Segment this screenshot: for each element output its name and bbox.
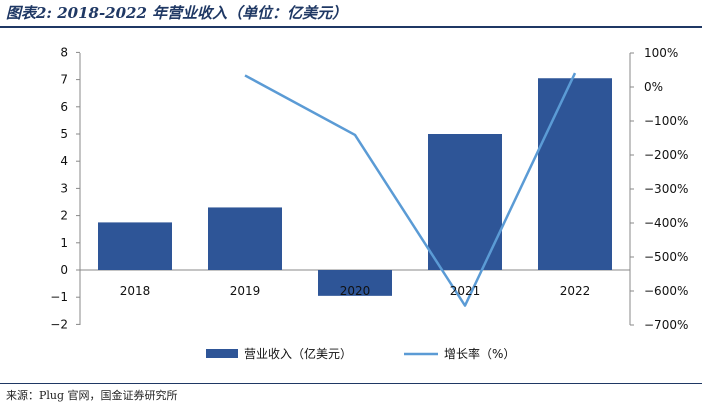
legend-bar-label: 营业收入（亿美元） xyxy=(244,346,352,361)
left-tick-label: 7 xyxy=(60,73,68,87)
bar-2021 xyxy=(428,134,502,270)
left-tick-label: 4 xyxy=(60,154,68,168)
bar-2018 xyxy=(98,222,172,270)
category-label: 2019 xyxy=(230,284,261,298)
right-tick-label: −200% xyxy=(644,148,688,162)
left-tick-label: −1 xyxy=(50,290,68,304)
legend-line-label: 增长率（%） xyxy=(444,346,515,361)
left-tick-label: 3 xyxy=(60,181,68,195)
right-tick-label: −600% xyxy=(644,284,688,298)
right-tick-label: −400% xyxy=(644,216,688,230)
left-tick-label: 5 xyxy=(60,127,68,141)
left-tick-label: −2 xyxy=(50,317,68,331)
bottom-rule xyxy=(0,383,702,384)
growth-line-series xyxy=(244,72,577,307)
category-label: 2020 xyxy=(340,284,371,298)
right-tick-label: −300% xyxy=(644,182,688,196)
left-tick-label: 0 xyxy=(60,263,68,277)
right-tick-label: 100% xyxy=(644,46,678,60)
bar-2020 xyxy=(318,270,392,296)
right-tick-label: −700% xyxy=(644,318,688,332)
bar-2019 xyxy=(208,207,282,270)
bar-series xyxy=(98,78,612,296)
source-note: 来源：Plug 官网，国金证券研究所 xyxy=(6,389,178,402)
right-tick-label: −100% xyxy=(644,114,688,128)
legend: 营业收入（亿美元） 增长率（%） xyxy=(206,346,515,361)
growth-line xyxy=(244,72,577,307)
category-label: 2018 xyxy=(120,284,151,298)
left-tick-label: 2 xyxy=(60,209,68,223)
bar-2022 xyxy=(538,78,612,271)
right-tick-label: 0% xyxy=(644,80,663,94)
left-tick-label: 1 xyxy=(60,236,68,250)
left-tick-label: 8 xyxy=(60,45,68,59)
title-rule xyxy=(0,26,702,28)
chart-title: 图表2: 2018-2022 年营业收入（单位：亿美元） xyxy=(6,4,348,22)
right-tick-label: −500% xyxy=(644,250,688,264)
left-tick-label: 6 xyxy=(60,100,68,114)
category-label: 2021 xyxy=(450,284,481,298)
legend-bar-swatch xyxy=(206,349,238,358)
tick-labels: −2 −1 0 1 2 3 4 5 6 7 8 100% 0% −100% −200% −300% −400% −… xyxy=(50,45,688,332)
category-label: 2022 xyxy=(560,284,591,298)
